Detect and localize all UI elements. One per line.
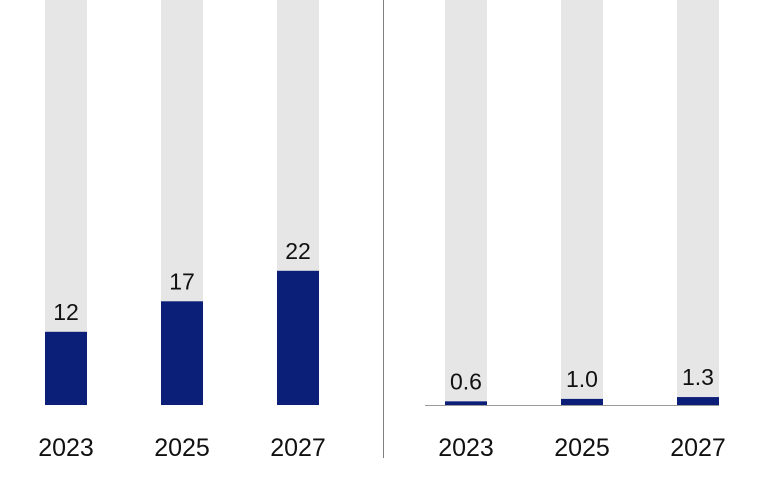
value-label-2023: 12: [53, 299, 79, 325]
left-chart-panel: 12 2023 17 2025 22 2027: [38, 0, 326, 462]
bar-2023: [45, 331, 87, 405]
category-label-2027: 2027: [270, 434, 326, 462]
bar-track: [677, 0, 719, 405]
bar-2025: [161, 301, 203, 405]
value-label-2025: 17: [169, 268, 195, 294]
category-label-2027: 2027: [670, 434, 726, 462]
value-label-2023: 0.6: [450, 368, 482, 394]
value-label-2025: 1.0: [566, 366, 598, 392]
value-label-2027: 22: [285, 238, 311, 264]
bar-2027: [677, 397, 719, 405]
bar-track: [445, 0, 487, 405]
value-label-2027: 1.3: [682, 364, 714, 390]
bar-2027: [277, 270, 319, 405]
category-label-2025: 2025: [554, 434, 610, 462]
category-label-2023: 2023: [38, 434, 94, 462]
category-label-2023: 2023: [438, 434, 494, 462]
bar-track: [561, 0, 603, 405]
right-chart-panel: 0.6 2023 1.0 2025 1.3 2027: [425, 0, 726, 462]
bar-2023: [445, 401, 487, 405]
bar-2025: [561, 398, 603, 405]
category-label-2025: 2025: [154, 434, 210, 462]
